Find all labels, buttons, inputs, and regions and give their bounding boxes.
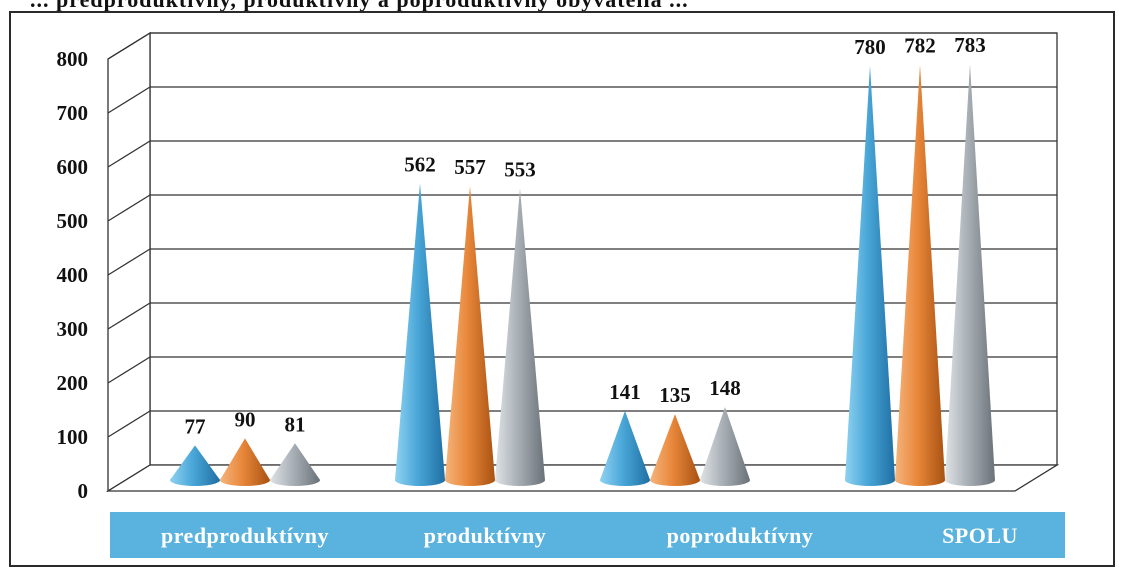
cone-body (650, 414, 700, 486)
cone-mark (445, 186, 495, 486)
category-label: predproduktívny (161, 523, 329, 548)
gridline-side (107, 140, 151, 168)
category-band (110, 512, 1065, 558)
gridline-side (107, 302, 151, 330)
cut-off-title: ... predproduktívny, produktívny a popro… (0, 0, 1124, 12)
y-tick-label: 300 (57, 317, 89, 341)
cone-mark (270, 443, 320, 486)
data-label: 77 (185, 414, 206, 438)
cone-body (395, 183, 445, 486)
data-label: 81 (285, 412, 306, 436)
gridline-side (107, 194, 151, 222)
cone-mark (495, 188, 545, 486)
cone-body (270, 443, 320, 486)
cone-mark (895, 64, 945, 486)
data-label: 135 (659, 383, 691, 407)
cone-mark (945, 64, 995, 487)
cone-body (700, 407, 750, 486)
y-tick-label: 800 (57, 47, 89, 71)
gridline-side (107, 248, 151, 276)
gridline-side (107, 410, 151, 438)
category-label: produktívny (424, 523, 546, 548)
data-label: 782 (904, 34, 936, 58)
y-tick-label: 0 (78, 479, 89, 503)
y-tick-label: 100 (57, 425, 89, 449)
cone-body (495, 188, 545, 486)
cone-body (945, 64, 995, 487)
cone-mark (845, 65, 895, 487)
cone-mark (395, 183, 445, 486)
category-label: poproduktívny (667, 523, 814, 548)
data-label: 148 (709, 376, 741, 400)
cone-mark (170, 445, 220, 486)
cone-body (170, 445, 220, 486)
cone-mark (220, 438, 270, 486)
cone-body (895, 64, 945, 486)
y-tick-label: 500 (57, 209, 89, 233)
y-tick-label: 400 (57, 263, 89, 287)
cone-mark (700, 407, 750, 486)
cone-mark (650, 414, 700, 486)
cone-body (600, 410, 650, 486)
data-label: 562 (404, 153, 436, 177)
cone-mark (600, 410, 650, 486)
data-label: 553 (504, 157, 536, 181)
category-label: SPOLU (942, 523, 1018, 548)
cone-body (220, 438, 270, 486)
y-tick-label: 600 (57, 155, 89, 179)
gridline-side (107, 86, 151, 114)
data-label: 780 (854, 35, 886, 59)
cone-body (845, 65, 895, 487)
cut-off-title-text: ... predproduktívny, produktívny a popro… (30, 0, 689, 12)
data-label: 90 (235, 407, 256, 431)
y-tick-label: 200 (57, 371, 89, 395)
data-label: 141 (609, 380, 641, 404)
y-tick-label: 700 (57, 101, 89, 125)
floor (105, 464, 1060, 492)
data-label: 557 (454, 155, 486, 179)
data-label: 783 (954, 33, 986, 57)
cone-body (445, 186, 495, 486)
gridline-side (107, 32, 151, 60)
gridline-side (107, 356, 151, 384)
